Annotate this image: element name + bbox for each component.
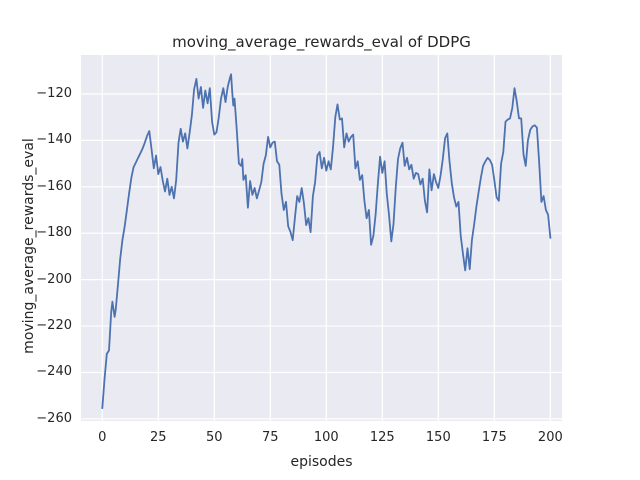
x-tick-label: 150 xyxy=(425,430,451,445)
y-tick-label: −120 xyxy=(36,85,72,101)
chart-canvas xyxy=(81,55,562,421)
x-tick-label: 200 xyxy=(537,430,563,445)
x-tick-label: 100 xyxy=(313,430,339,445)
chart-title: moving_average_rewards_eval of DDPG xyxy=(172,33,471,51)
x-axis-label: episodes xyxy=(290,454,353,470)
y-tick-label: −220 xyxy=(36,318,72,334)
y-tick-label: −160 xyxy=(36,178,72,194)
x-tick-label: 175 xyxy=(481,430,507,445)
x-tick-label: 75 xyxy=(262,430,279,445)
y-tick-label: −200 xyxy=(36,271,72,287)
x-tick-label: 25 xyxy=(150,430,167,445)
y-tick-label: −140 xyxy=(36,132,72,148)
y-tick-label: −260 xyxy=(36,410,72,426)
plot-area xyxy=(81,55,562,421)
data-line xyxy=(101,73,552,410)
y-axis-label: moving_average_rewards_eval xyxy=(21,138,37,354)
x-tick-label: 125 xyxy=(369,430,395,445)
x-tick-label: 50 xyxy=(206,430,223,445)
y-tick-label: −180 xyxy=(36,225,72,241)
y-tick-label: −240 xyxy=(36,364,72,380)
x-tick-label: 0 xyxy=(98,430,107,445)
